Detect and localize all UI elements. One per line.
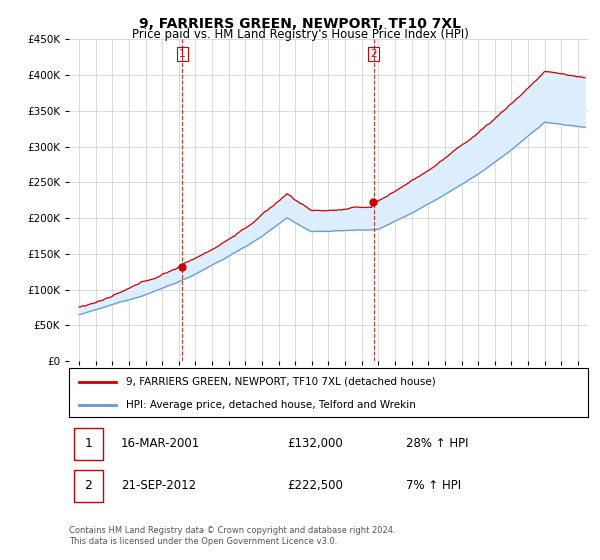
- Text: Contains HM Land Registry data © Crown copyright and database right 2024.
This d: Contains HM Land Registry data © Crown c…: [69, 526, 395, 546]
- Text: 9, FARRIERS GREEN, NEWPORT, TF10 7XL: 9, FARRIERS GREEN, NEWPORT, TF10 7XL: [139, 17, 461, 31]
- Text: HPI: Average price, detached house, Telford and Wrekin: HPI: Average price, detached house, Telf…: [126, 400, 416, 410]
- Text: 1: 1: [179, 49, 185, 59]
- Text: 7% ↑ HPI: 7% ↑ HPI: [406, 479, 461, 492]
- FancyBboxPatch shape: [74, 470, 103, 502]
- FancyBboxPatch shape: [74, 428, 103, 460]
- Text: 21-SEP-2012: 21-SEP-2012: [121, 479, 196, 492]
- Text: £222,500: £222,500: [287, 479, 343, 492]
- Text: 16-MAR-2001: 16-MAR-2001: [121, 437, 200, 450]
- Text: 2: 2: [370, 49, 377, 59]
- Text: £132,000: £132,000: [287, 437, 343, 450]
- Text: 28% ↑ HPI: 28% ↑ HPI: [406, 437, 469, 450]
- Text: 9, FARRIERS GREEN, NEWPORT, TF10 7XL (detached house): 9, FARRIERS GREEN, NEWPORT, TF10 7XL (de…: [126, 377, 436, 387]
- Text: 2: 2: [85, 479, 92, 492]
- Text: 1: 1: [85, 437, 92, 450]
- Text: Price paid vs. HM Land Registry's House Price Index (HPI): Price paid vs. HM Land Registry's House …: [131, 28, 469, 41]
